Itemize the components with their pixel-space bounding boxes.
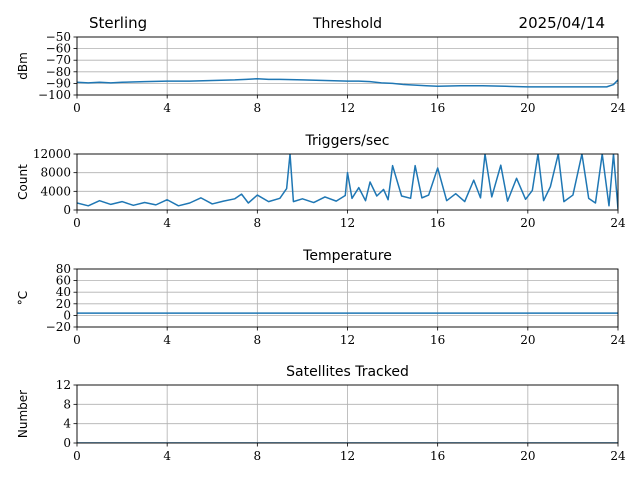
x-tick-label: 16 — [430, 449, 445, 463]
x-tick-label: 8 — [254, 449, 262, 463]
y-tick-label: 8 — [63, 397, 71, 411]
y-axis-label: Count — [16, 164, 30, 200]
y-tick-label: 80 — [56, 262, 71, 276]
y-tick-label: 0 — [63, 436, 71, 450]
y-tick-label: 8000 — [40, 166, 71, 180]
report-date: 2025/04/14 — [519, 14, 605, 32]
series-line — [77, 154, 618, 210]
y-tick-label: 0 — [63, 203, 71, 217]
x-tick-label: 16 — [430, 101, 445, 115]
x-tick-label: 4 — [163, 216, 171, 230]
x-tick-label: 8 — [254, 216, 262, 230]
x-tick-label: 12 — [340, 333, 355, 347]
y-tick-label: 40 — [56, 285, 71, 299]
y-tick-label: 4000 — [40, 184, 71, 198]
x-tick-label: 20 — [520, 216, 535, 230]
x-tick-label: 12 — [340, 216, 355, 230]
y-axis-label: dBm — [16, 52, 30, 80]
chart-title: Satellites Tracked — [286, 364, 409, 380]
y-tick-label: −50 — [46, 30, 71, 44]
y-tick-label: 12 — [56, 378, 71, 392]
y-tick-label: −90 — [46, 76, 71, 90]
y-tick-label: −70 — [46, 53, 71, 67]
y-tick-label: −20 — [46, 320, 71, 334]
x-tick-label: 4 — [163, 101, 171, 115]
x-tick-label: 20 — [520, 333, 535, 347]
y-tick-label: −60 — [46, 42, 71, 56]
y-tick-label: 60 — [56, 274, 71, 288]
y-axis-label: Number — [16, 390, 30, 438]
x-tick-label: 0 — [73, 101, 81, 115]
x-tick-label: 24 — [610, 333, 626, 347]
chart-title: Threshold — [312, 16, 382, 32]
x-tick-label: 24 — [610, 101, 626, 115]
y-tick-label: 12000 — [33, 147, 71, 161]
y-tick-label: 0 — [63, 308, 71, 322]
x-tick-label: 4 — [163, 333, 171, 347]
x-tick-label: 0 — [73, 216, 81, 230]
chart-title: Temperature — [302, 248, 392, 264]
y-tick-label: −80 — [46, 65, 71, 79]
x-tick-label: 0 — [73, 333, 81, 347]
x-tick-label: 16 — [430, 333, 445, 347]
x-tick-label: 24 — [610, 449, 626, 463]
y-tick-label: −100 — [38, 88, 71, 102]
x-tick-label: 20 — [520, 101, 535, 115]
x-tick-label: 16 — [430, 216, 445, 230]
y-axis-label: °C — [16, 291, 30, 305]
chart-title: Triggers/sec — [305, 133, 390, 149]
station-name: Sterling — [89, 14, 147, 32]
chart-panel-2: 0 4 8 12 16 20 24 0 4000 8000 12000 Triggers/sec Cou… — [16, 133, 626, 230]
chart-panel-1: 0 4 8 12 16 20 24 −100−90−80−70−60−50 Threshold d… — [16, 16, 626, 115]
x-tick-label: 24 — [610, 216, 626, 230]
chart-panel-4: 0 4 8 12 16 20 24 0 4 8 12 Satellites Tracked Number — [16, 364, 626, 463]
x-tick-label: 8 — [254, 101, 262, 115]
x-tick-label: 20 — [520, 449, 535, 463]
y-tick-label: 4 — [63, 417, 71, 431]
x-tick-label: 12 — [340, 101, 355, 115]
x-tick-label: 8 — [254, 333, 262, 347]
x-tick-label: 0 — [73, 449, 81, 463]
x-tick-label: 4 — [163, 449, 171, 463]
x-tick-label: 12 — [340, 449, 355, 463]
y-tick-label: 20 — [56, 297, 71, 311]
series-line — [77, 78, 618, 88]
